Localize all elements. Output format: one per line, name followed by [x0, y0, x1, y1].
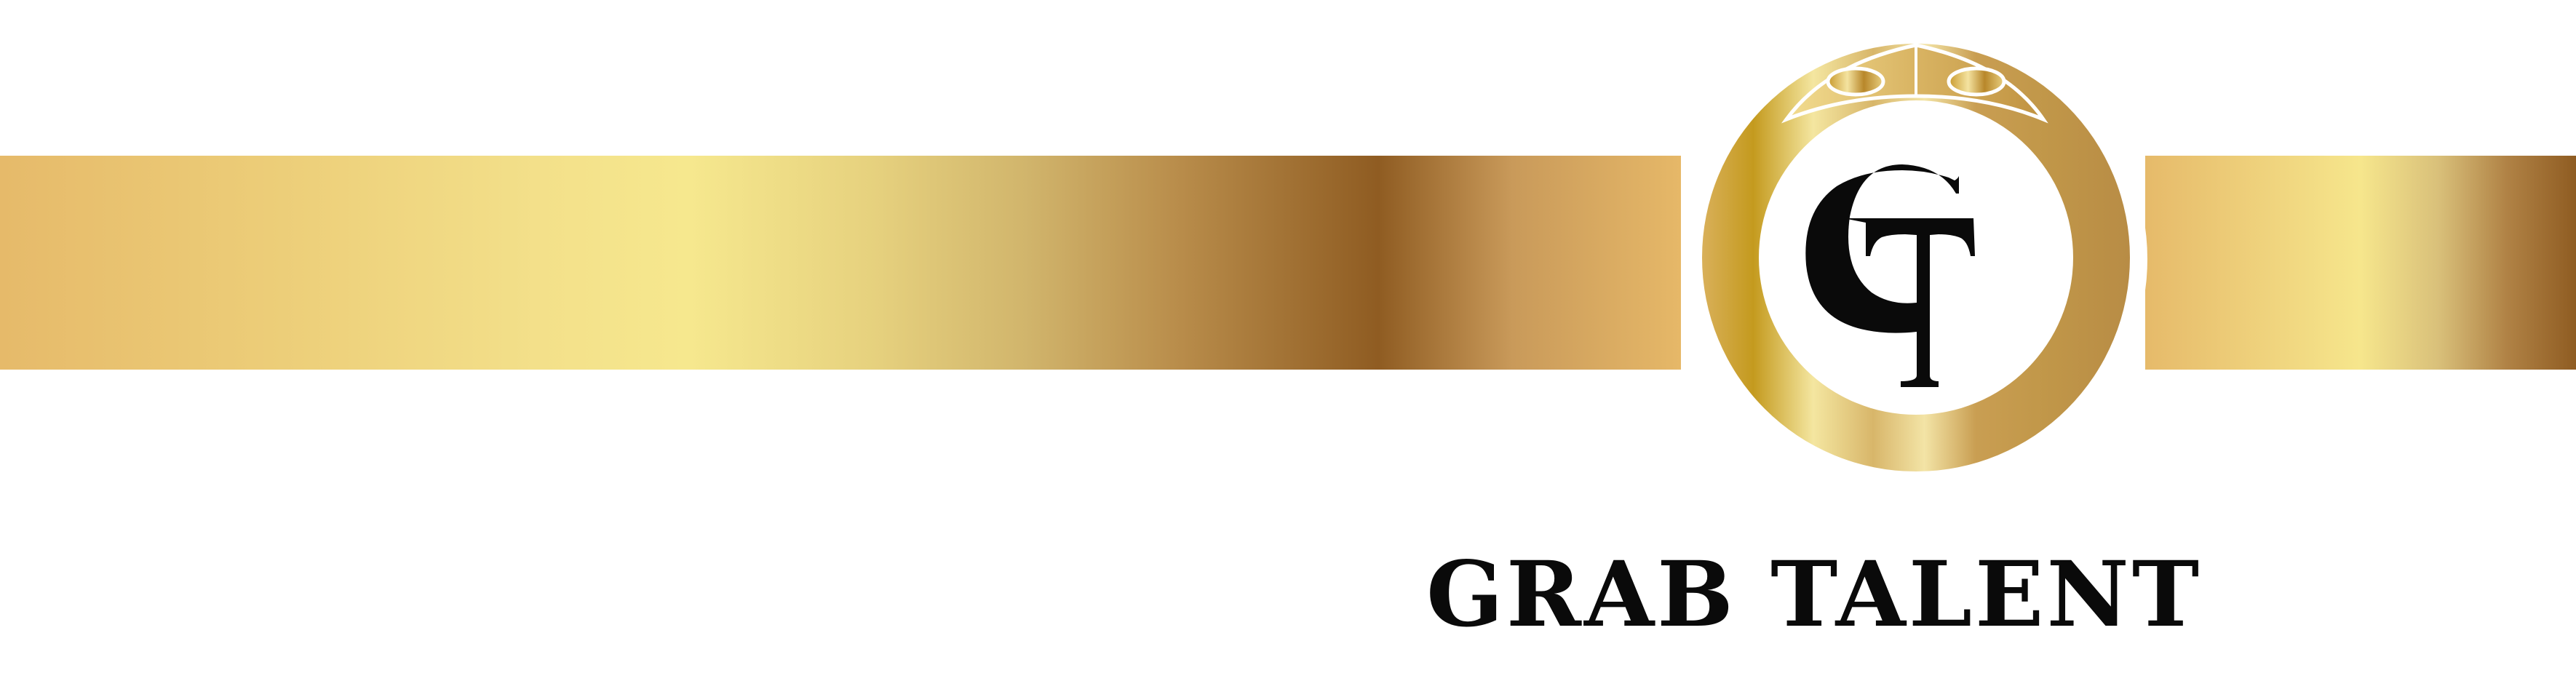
brand-name: GRAB TALENT	[1426, 542, 2203, 648]
gt-emblem	[1685, 29, 2147, 489]
ring-icon	[1702, 44, 2130, 471]
gold-ribbon-left	[0, 156, 1681, 370]
crown-icon	[1781, 43, 2048, 124]
gold-ribbon-right	[2145, 156, 2576, 370]
gt-monogram-icon	[1805, 164, 1975, 387]
